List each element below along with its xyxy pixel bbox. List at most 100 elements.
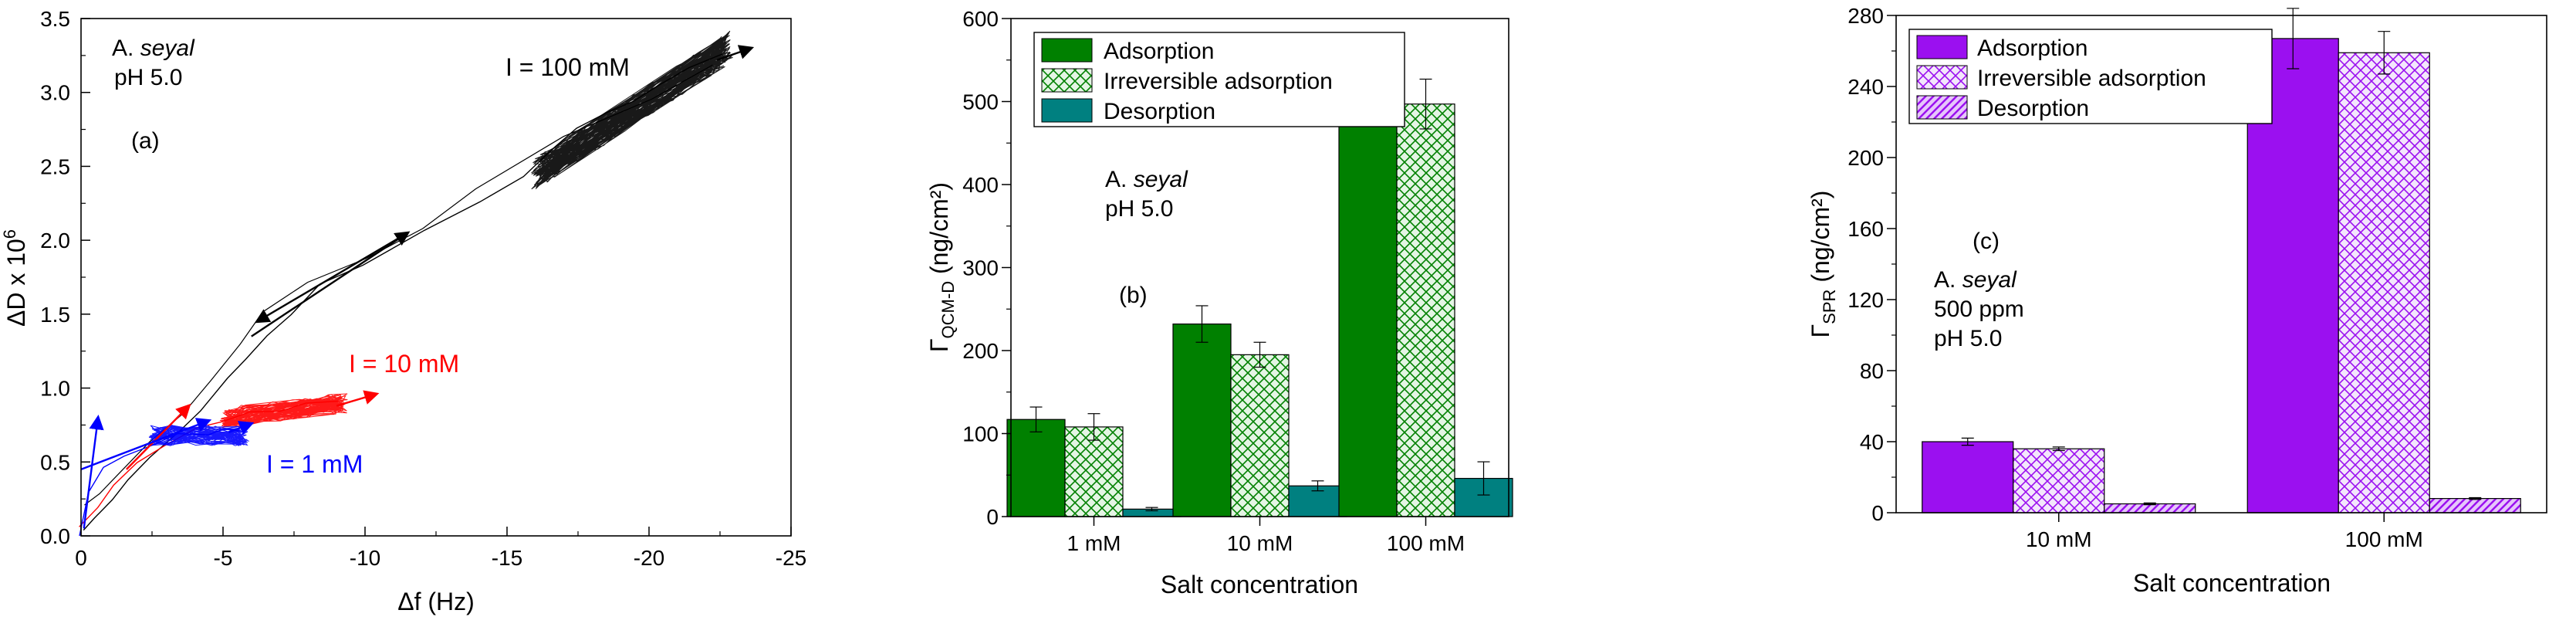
- panel-b-x-tick-label: 1 mM: [1067, 531, 1121, 555]
- panel-c-y-axis-title: ΓSPR (ng/cm²): [1807, 191, 1839, 338]
- panel-a-x-tick-label: -25: [776, 546, 806, 570]
- series-band-100mm: [531, 30, 733, 190]
- panel-b-bar-irreversible: [1064, 426, 1124, 517]
- panel-c-y-tick-label: 80: [1860, 359, 1884, 383]
- panel-c-bar-adsorption: [1922, 441, 2014, 513]
- panel-a-y-tick-label: 3.0: [40, 81, 70, 105]
- panel-b-y-tick-label: 600: [962, 7, 999, 31]
- series-label-100mm: I = 100 mM: [505, 53, 630, 81]
- panel-c-axes: 10 mM 100 mM 0 40 80 120 160 200 240 280: [1847, 4, 2423, 551]
- panel-b-y-tick-label: 0: [986, 505, 999, 529]
- panel-a-x-tick-label: 0: [75, 546, 87, 570]
- panel-a-panel-label: (a): [131, 128, 160, 154]
- panel-a-data-layer: [79, 30, 755, 537]
- panel-b-x-tick-label: 10 mM: [1227, 531, 1293, 555]
- panel-a-ph-label: pH 5.0: [114, 65, 182, 90]
- panel-c-x-tick-label: 10 mM: [2026, 527, 2092, 551]
- panel-c-x-axis-title: Salt concentration: [2133, 569, 2331, 597]
- panel-b-y-tick-label: 500: [962, 90, 999, 114]
- series-label-10mm: I = 10 mM: [349, 350, 459, 378]
- panel-c-y-tick-label: 120: [1847, 288, 1884, 312]
- panel-b-legend-label-irreversible: Irreversible adsorption: [1104, 69, 1333, 94]
- panel-a-y-axis-title: ΔD x 106: [0, 229, 30, 327]
- panel-b-y-axis-title: ΓQCM-D (ng/cm²): [925, 182, 958, 352]
- panel-c-bar-irreversible: [2013, 448, 2105, 513]
- arrow-10mm-rise: [126, 403, 191, 470]
- panel-c-y-tick-label: 240: [1847, 75, 1884, 99]
- panel-b-bar-irreversible: [1230, 354, 1290, 517]
- panel-c-y-tick-label: 160: [1847, 217, 1884, 241]
- panel-a-y-tick-label: 2.5: [40, 154, 70, 178]
- panel-a-y-tick-label: 0.5: [40, 450, 70, 474]
- panel-b-legend-label-desorption: Desorption: [1104, 99, 1215, 124]
- panel-c-legend-swatch-adsorption: [1916, 35, 1968, 59]
- panel-b-y-tick-label: 300: [962, 256, 999, 280]
- series-line-1mm: [79, 428, 240, 537]
- panel-c-x-tick-label: 100 mM: [2345, 527, 2423, 551]
- panel-b-legend-label-adsorption: Adsorption: [1104, 39, 1214, 64]
- panel-b-ph-label: pH 5.0: [1105, 196, 1173, 222]
- panel-b-legend-swatch-desorption: [1041, 98, 1093, 123]
- panel-a-frame: [80, 18, 792, 537]
- panel-a-x-axis-title: Δf (Hz): [397, 588, 475, 615]
- panel-c-legend-box: [1908, 29, 2273, 124]
- panel-a-y-tick-label: 1.0: [40, 377, 70, 401]
- panel-a-x-tick-label: -10: [350, 546, 380, 570]
- series-band-10mm: [219, 393, 348, 429]
- panel-a-x-tick-label: -5: [214, 546, 233, 570]
- panel-a-chart: 0 -5 -10 -15 -20 -250.00.51.01.52.02.53.03.5 …: [0, 7, 806, 615]
- panel-a-x-tick-label: -15: [492, 546, 522, 570]
- series-band-1mm: [147, 425, 249, 446]
- panel-a-y-tick-label: 1.5: [40, 303, 70, 327]
- panel-b-panel-label: (b): [1119, 283, 1148, 308]
- series-label-1mm: I = 1 mM: [266, 450, 363, 478]
- panel-c-ph-label: pH 5.0: [1934, 326, 2002, 351]
- panel-c-legend-label-irreversible: Irreversible adsorption: [1977, 66, 2206, 91]
- panel-c-panel-label: (c): [1973, 229, 2000, 254]
- panel-b-bars: [1006, 59, 1513, 517]
- arrow-100mm-end: [716, 45, 755, 61]
- panel-b-y-tick-label: 100: [962, 422, 999, 446]
- panel-b-y-tick-label: 200: [962, 339, 999, 363]
- panel-c-legend-label-desorption: Desorption: [1977, 96, 2089, 121]
- panel-c-bar-irreversible: [2338, 52, 2430, 513]
- panel-b-species-label: A. seyal: [1105, 167, 1188, 192]
- panel-c-legend-label-adsorption: Adsorption: [1977, 36, 2088, 61]
- panel-c-bar-desorption: [2429, 497, 2521, 513]
- panel-b-legend-swatch-irreversible: [1041, 68, 1093, 93]
- panel-b-legend-swatch-adsorption: [1041, 38, 1093, 63]
- panel-b-y-tick-label: 400: [962, 173, 999, 197]
- panel-a-y-tick-label: 2.0: [40, 229, 70, 252]
- panel-c-legend-swatch-desorption: [1916, 95, 1968, 120]
- panel-a-x-tick-label: -20: [634, 546, 664, 570]
- panel-c-species-label: A. seyal: [1934, 267, 2017, 293]
- panel-c-legend: Adsorption Irreversible adsorption Desor…: [1908, 29, 2273, 124]
- panel-b-legend: Adsorption Irreversible adsorption Desor…: [1033, 32, 1405, 127]
- panel-c-y-tick-label: 280: [1847, 4, 1884, 28]
- panel-b-bar-adsorption: [1338, 65, 1398, 517]
- arrow-1mm-line: [80, 418, 212, 470]
- arrow-100mm-mid: [251, 231, 411, 337]
- panel-b-legend-box: [1033, 32, 1405, 127]
- arrow-10mm-end: [336, 390, 380, 407]
- panel-b-axes: 1 mM 10 mM 100 mM 0 100 200 300 400 500 600: [962, 7, 1465, 555]
- panel-a-y-tick-label: 3.5: [40, 7, 70, 31]
- panel-a-axes: 0 -5 -10 -15 -20 -25 0.0 0.5 1.0 1.5 2.0 2.5 3.0 3.5: [40, 7, 806, 570]
- panel-c-bars: [1922, 8, 2521, 513]
- panel-a-species-label: A. seyal: [112, 36, 195, 61]
- arrow-1mm-rise: [83, 415, 104, 529]
- panel-c-y-tick-label: 40: [1860, 430, 1884, 454]
- panel-c-legend-swatch-irreversible: [1916, 65, 1968, 90]
- panel-b-x-tick-label: 100 mM: [1387, 531, 1465, 555]
- panel-b-bar-adsorption: [1172, 324, 1232, 517]
- panel-c-y-tick-label: 0: [1871, 501, 1884, 525]
- panel-b-chart: 1 mM 10 mM 100 mM 0 100 200 300 400 500 600 Adsor…: [925, 7, 1513, 598]
- panel-a-y-tick-label: 0.0: [40, 524, 70, 548]
- panel-b-bar-adsorption: [1006, 419, 1066, 517]
- arrow-1mm-end: [228, 421, 255, 436]
- panel-b-x-axis-title: Salt concentration: [1161, 571, 1358, 598]
- arrow-100mm-back: [254, 232, 408, 324]
- panel-c-y-tick-label: 200: [1847, 146, 1884, 170]
- panel-c-chart: 10 mM 100 mM 0 40 80 120 160 200 240 280 Adsorpti…: [1807, 4, 2547, 597]
